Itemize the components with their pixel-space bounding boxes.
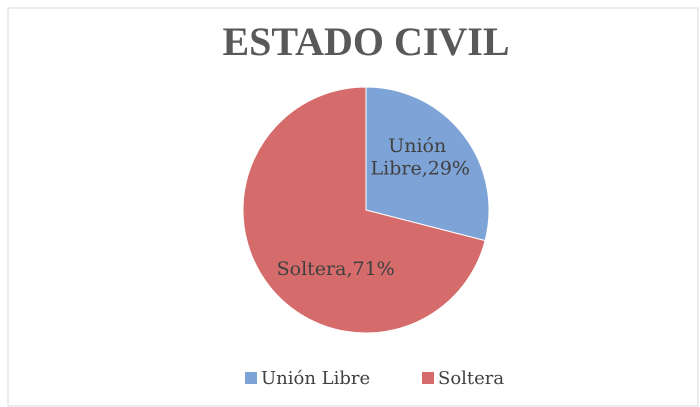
data-label: Soltera,71% [277, 258, 395, 280]
legend-swatch [422, 372, 434, 384]
pie-slice [365, 86, 490, 242]
legend-swatch [245, 372, 257, 384]
chart-title: ESTADO CIVIL [222, 19, 509, 64]
legend-label: Soltera [438, 368, 504, 389]
legend-label: Unión Libre [261, 368, 370, 389]
pie-slice [242, 86, 486, 334]
data-label: Unión Libre,29% [371, 135, 470, 180]
